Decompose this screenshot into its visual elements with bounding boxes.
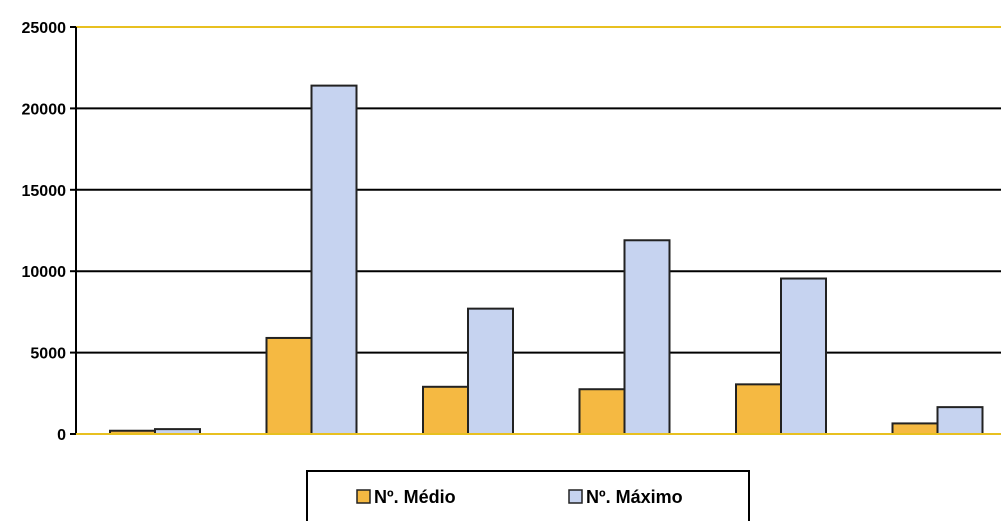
bar-maximo-2 — [310, 84, 358, 435]
axes — [75, 27, 1001, 435]
y-tick-label-10000: 10000 — [22, 264, 67, 281]
y-tick-label-15000: 15000 — [22, 183, 67, 200]
bar-maximo-6 — [936, 406, 984, 435]
bar-medio-4 — [578, 388, 626, 436]
legend-swatch-maximo — [568, 489, 583, 504]
legend-swatch-medio — [356, 489, 371, 504]
bar-medio-3 — [422, 385, 469, 435]
bar-maximo-5 — [780, 277, 827, 435]
y-tick-label-20000: 20000 — [22, 101, 67, 118]
bar-medio-6 — [891, 422, 939, 435]
bar-maximo-3 — [467, 307, 514, 436]
legend-label-medio: Nº. Médio — [374, 487, 456, 507]
bar-maximo-4 — [623, 239, 671, 435]
bars — [109, 84, 984, 436]
gridlines — [76, 26, 1001, 354]
y-tick-label-25000: 25000 — [22, 20, 67, 37]
legend: Nº. Médio Nº. Máximo — [306, 470, 750, 526]
bar-medio-5 — [735, 383, 782, 436]
bar-medio-2 — [265, 336, 313, 435]
legend-frame — [306, 470, 750, 526]
y-tick-label-0: 0 — [57, 427, 66, 444]
y-tick-label-5000: 5000 — [30, 346, 66, 363]
y-axis-ticks: 0 5000 10000 15000 20000 25000 — [22, 20, 76, 444]
legend-label-maximo: Nº. Máximo — [586, 487, 683, 507]
